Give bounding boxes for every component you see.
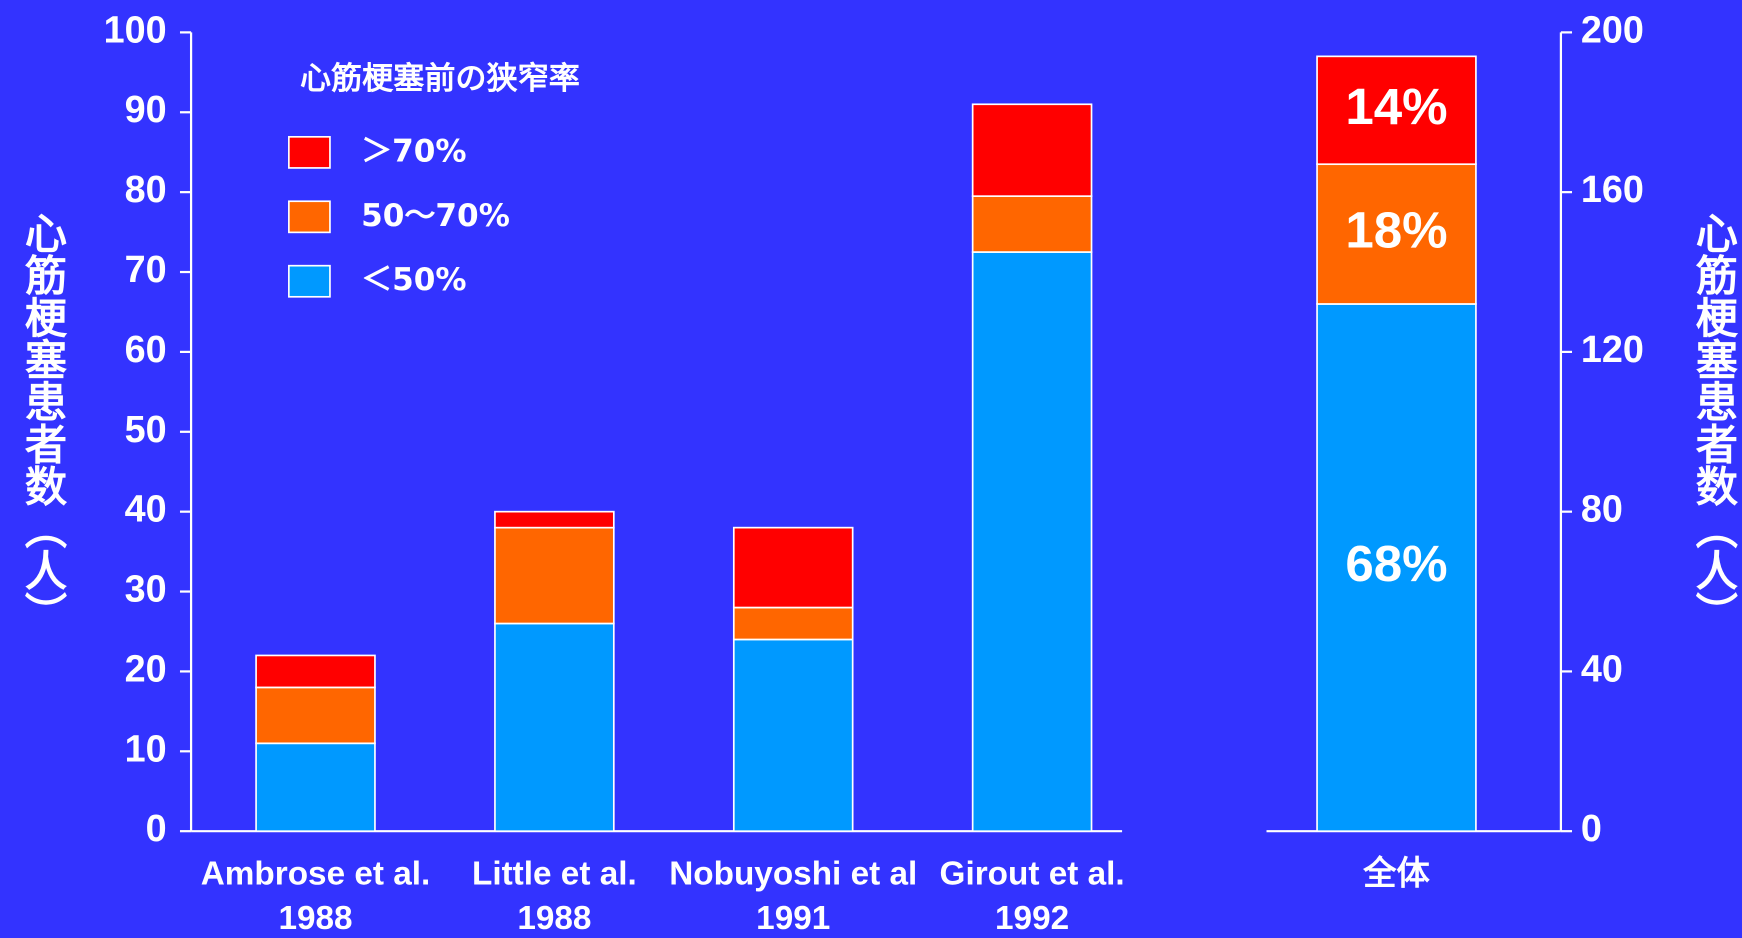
y2-tick-label: 120: [1581, 329, 1644, 371]
y2-tick-label: 160: [1581, 169, 1644, 211]
x-tick-label-line: 1988: [278, 900, 352, 937]
bar-segment: [255, 742, 376, 833]
bar-segment: [732, 606, 854, 641]
y-tick-label: 70: [125, 249, 167, 291]
y-tick-label: 30: [125, 569, 167, 611]
y-tick-label: 60: [125, 329, 167, 371]
x-tick-label-line: Girout et al.: [940, 855, 1125, 892]
y-tick-label: 20: [125, 648, 167, 690]
y-tick-label: 90: [125, 89, 167, 131]
x-tick-label: Nobuyoshi et al 1991: [669, 855, 917, 936]
bar-segment: [971, 103, 1093, 197]
x-tick-label-line: Ambrose et al.: [201, 855, 431, 892]
bar-segment: [255, 654, 376, 689]
value-label: 68%: [1345, 535, 1447, 592]
x-tick-label-line: 1988: [517, 900, 591, 937]
bar-segment: [1316, 163, 1477, 305]
bar-segment: [255, 686, 376, 745]
legend-title: 心筋梗塞前の狭窄率: [300, 61, 580, 97]
y2-tick-label: 0: [1581, 808, 1602, 850]
x-tick-label: Girout et al. 1992: [940, 855, 1125, 936]
bar-segment: [1316, 55, 1477, 166]
bar-segment: [1316, 303, 1477, 833]
y-tick-label: 40: [125, 489, 167, 531]
legend-swatch: [288, 264, 331, 298]
y-tick-label: 100: [104, 9, 167, 51]
x-tick-label: 全体: [1362, 854, 1430, 892]
y2-tick-label: 80: [1581, 489, 1623, 531]
x-tick-label: Little et al. 1988: [472, 855, 637, 936]
x-tick-label-line: Nobuyoshi et al: [669, 855, 917, 892]
bar-segment: [494, 622, 615, 833]
x-tick-label-line: 全体: [1362, 854, 1430, 892]
y-tick-label: 10: [125, 728, 167, 770]
y2-tick-label: 200: [1581, 9, 1644, 51]
bar-segment: [494, 510, 615, 529]
value-label: 14%: [1345, 78, 1447, 135]
x-tick-label: Ambrose et al. 1988: [201, 855, 431, 936]
y2-tick-label: 40: [1581, 648, 1623, 690]
bar-segment: [971, 195, 1093, 253]
x-tick-label-line: 1992: [995, 900, 1069, 937]
bar-segment: [732, 638, 854, 833]
bar-segment: [971, 251, 1093, 833]
legend-label: 50～70%: [361, 198, 510, 234]
legend-label: ＞70%: [361, 133, 467, 169]
y2-axis-label: 心筋梗塞患者数（人）: [1689, 211, 1738, 633]
y-tick-label: 80: [125, 169, 167, 211]
legend-swatch: [288, 135, 331, 169]
x-tick-label-line: 1991: [756, 900, 830, 937]
legend-swatch: [288, 200, 331, 234]
legend-label: ＜50%: [361, 262, 467, 298]
value-label: 18%: [1345, 202, 1447, 259]
bar-segment: [494, 526, 615, 625]
y-axis-label: 心筋梗塞患者数（人）: [18, 211, 67, 633]
y-tick-label: 0: [146, 808, 167, 850]
y-tick-label: 50: [125, 409, 167, 451]
bar-segment: [732, 526, 854, 609]
x-tick-label-line: Little et al.: [472, 855, 637, 892]
